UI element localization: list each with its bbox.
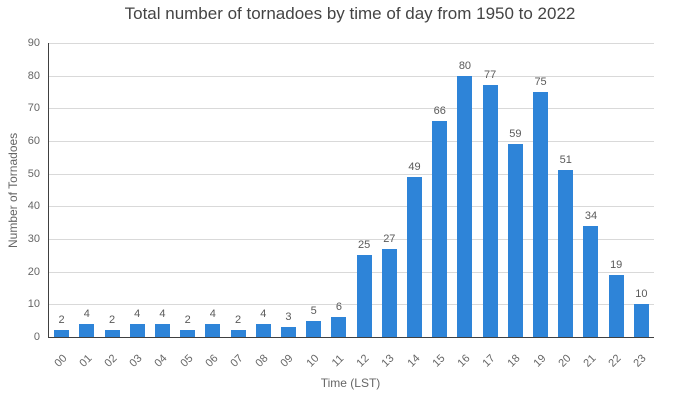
bar-value-label: 80: [458, 59, 472, 72]
bar-value-label: 10: [635, 288, 648, 301]
x-tick-label: 07: [228, 352, 246, 370]
bar-13: [381, 248, 397, 337]
bar-08: [255, 323, 271, 337]
bar-01: [79, 323, 95, 337]
y-tick-label: 50: [27, 167, 40, 180]
gridline-y-10: [49, 304, 654, 306]
bar-value-label: 2: [235, 314, 242, 327]
x-tick-label: 04: [152, 352, 171, 370]
y-tick-label: 30: [27, 233, 40, 245]
bar-17: [482, 85, 498, 337]
x-tick-label: 03: [127, 352, 145, 370]
y-tick-label: 10: [27, 298, 40, 311]
y-tick-label: 80: [27, 69, 40, 82]
bar-15: [432, 121, 448, 337]
bar-value-label: 19: [610, 258, 623, 271]
gridline-y-30: [49, 239, 654, 240]
bar-value-label: 59: [509, 128, 522, 141]
x-axis-title: Time (LST): [320, 376, 381, 390]
y-tick-label: 40: [27, 200, 40, 213]
bar-value-label: 3: [285, 311, 292, 324]
chart-title: Total number of tornadoes by time of day…: [124, 4, 576, 23]
y-tick-label: 0: [33, 331, 40, 343]
x-tick-label: 14: [404, 352, 423, 370]
x-tick-label: 22: [606, 352, 624, 370]
bar-20: [558, 170, 574, 337]
x-tick-label: 08: [253, 352, 271, 370]
bar-18: [507, 144, 523, 337]
gridline-y-70: [49, 108, 654, 110]
x-tick-label: 23: [631, 352, 649, 370]
plot-area: 2 4 2 4 4 2 4 2 4 3 5 6 25 27 49 66 80 77 59 75 51 34 19 10: [48, 43, 654, 338]
gridline-y-20: [49, 271, 654, 273]
bar-07: [230, 330, 246, 337]
gridline-y-40: [49, 206, 654, 208]
bar-12: [356, 255, 372, 337]
bar-value-label: 77: [484, 69, 497, 82]
bar-value-label: 4: [159, 307, 166, 320]
gridline-y-50: [49, 173, 654, 175]
bar-05: [180, 330, 196, 337]
bar-value-label: 4: [83, 307, 90, 320]
bar-16: [457, 75, 473, 337]
y-tick-label: 70: [27, 102, 40, 115]
bar-23: [633, 304, 649, 337]
x-tick-label: 01: [77, 352, 95, 370]
gridline-y-60: [49, 141, 654, 142]
y-axis-title: Number of Tornadoes: [6, 132, 20, 248]
x-tick-label: 09: [278, 352, 297, 370]
x-tick-label: 18: [505, 352, 523, 370]
x-tick-label: 20: [556, 352, 574, 370]
x-tick-label: 21: [581, 352, 599, 370]
y-tick-label: 20: [27, 265, 40, 278]
bar-value-label: 2: [184, 314, 191, 327]
x-tick-label: 06: [203, 352, 221, 370]
bar-value-label: 51: [559, 154, 572, 167]
bar-09: [280, 327, 296, 337]
x-tick-label: 00: [52, 352, 70, 370]
gridline-y-80: [49, 75, 654, 77]
bar-value-label: 4: [260, 307, 267, 320]
gridline-y-90: [49, 43, 654, 44]
bar-value-label: 2: [108, 314, 116, 327]
bar-11: [331, 317, 347, 337]
y-tick-label: 60: [27, 135, 40, 147]
y-tick-label: 90: [27, 37, 40, 49]
x-tick-label: 12: [354, 352, 372, 370]
bar-06: [205, 323, 221, 337]
bar-value-label: 6: [335, 301, 342, 314]
bar-19: [533, 92, 549, 337]
bar-value-label: 27: [383, 232, 396, 245]
bar-value-label: 2: [58, 314, 65, 327]
x-tick-label: 05: [178, 352, 196, 370]
x-tick-label: 10: [304, 352, 322, 370]
bar-00: [54, 330, 70, 337]
bar-value-label: 49: [408, 160, 421, 173]
bar-value-label: 34: [584, 209, 598, 222]
bar-04: [154, 323, 170, 337]
bar-03: [129, 323, 145, 337]
bar-value-label: 25: [357, 239, 371, 252]
bar-14: [407, 176, 423, 337]
x-tick-label: 13: [379, 352, 397, 370]
bar-10: [306, 320, 322, 337]
bar-value-label: 4: [209, 307, 216, 320]
bar-value-label: 4: [134, 307, 141, 320]
bar-value-label: 66: [433, 105, 446, 118]
x-tick-label: 16: [455, 352, 473, 370]
x-tick-label: 17: [480, 352, 498, 370]
x-tick-label: 11: [329, 352, 347, 370]
x-tick-label: 19: [530, 352, 549, 370]
bar-value-label: 75: [534, 76, 547, 88]
bar-value-label: 5: [310, 304, 317, 317]
x-tick-label: 02: [102, 352, 120, 370]
x-tick-label: 15: [430, 352, 448, 370]
bar-02: [104, 330, 120, 337]
bar-22: [608, 274, 624, 337]
bar-21: [583, 225, 599, 337]
